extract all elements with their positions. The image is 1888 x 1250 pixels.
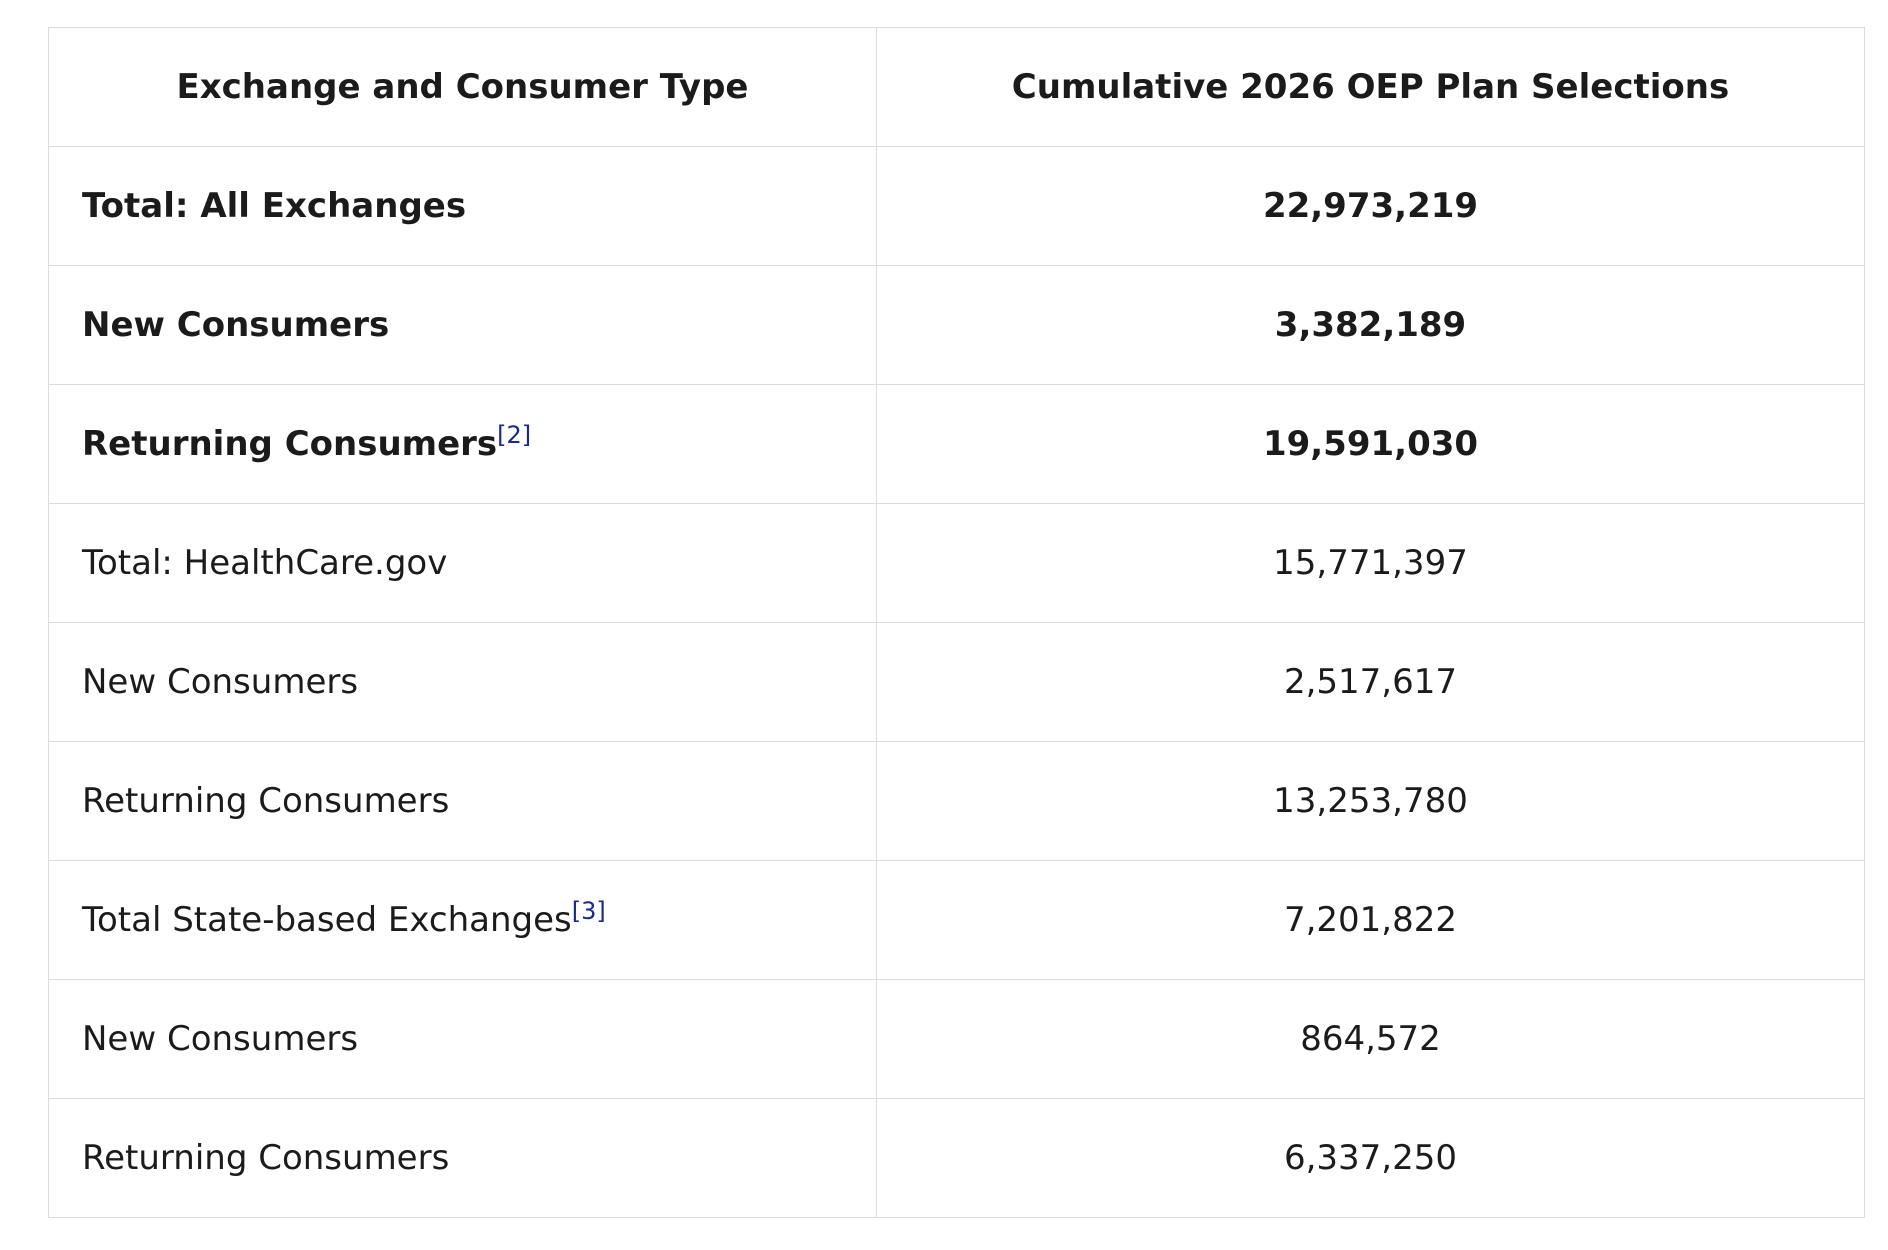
header-row: Exchange and Consumer Type Cumulative 20…: [48, 27, 1865, 147]
table-row: Total: All Exchanges 22,973,219: [48, 146, 1865, 266]
row-label: Total: HealthCare.gov: [82, 543, 448, 583]
value-cell: 864,572: [876, 979, 1865, 1099]
row-label: New Consumers: [82, 662, 359, 702]
label-cell: New Consumers: [48, 979, 877, 1099]
label-cell: Total: HealthCare.gov: [48, 503, 877, 623]
row-label: Total: All Exchanges: [82, 186, 467, 226]
table-header: Exchange and Consumer Type Cumulative 20…: [48, 27, 1865, 147]
value-cell: 7,201,822: [876, 860, 1865, 980]
label-cell: Total: All Exchanges: [48, 146, 877, 266]
row-label: New Consumers: [82, 1019, 359, 1059]
table-row: Returning Consumers 6,337,250: [48, 1098, 1865, 1218]
label-cell: New Consumers: [48, 265, 877, 385]
label-cell: Returning Consumers: [48, 741, 877, 861]
row-label: Total State-based Exchanges: [82, 900, 572, 940]
table-row: Total: HealthCare.gov 15,771,397: [48, 503, 1865, 623]
footnote-link[interactable]: [3]: [571, 897, 606, 925]
value-cell: 22,973,219: [876, 146, 1865, 266]
value-cell: 13,253,780: [876, 741, 1865, 861]
label-cell: Returning Consumers: [48, 1098, 877, 1218]
row-label: Returning Consumers: [82, 1138, 450, 1178]
value-cell: 3,382,189: [876, 265, 1865, 385]
plan-selections-table: Exchange and Consumer Type Cumulative 20…: [48, 27, 1865, 1218]
header-cell: Cumulative 2026 OEP Plan Selections: [876, 27, 1865, 147]
row-label: Returning Consumers: [82, 781, 450, 821]
value-cell: 15,771,397: [876, 503, 1865, 623]
row-label: Returning Consumers: [82, 424, 498, 464]
table-row: New Consumers 3,382,189: [48, 265, 1865, 385]
label-cell: Returning Consumers[2]: [48, 384, 877, 504]
table-body: Total: All Exchanges 22,973,219 New Consum…: [48, 146, 1865, 1218]
table-row: Returning Consumers 13,253,780: [48, 741, 1865, 861]
footnote-link[interactable]: [2]: [497, 421, 532, 449]
header-cell: Exchange and Consumer Type: [48, 27, 877, 147]
table-row: New Consumers 864,572: [48, 979, 1865, 1099]
value-cell: 2,517,617: [876, 622, 1865, 742]
value-cell: 6,337,250: [876, 1098, 1865, 1218]
table-row: Returning Consumers[2] 19,591,030: [48, 384, 1865, 504]
label-cell: Total State-based Exchanges[3]: [48, 860, 877, 980]
label-cell: New Consumers: [48, 622, 877, 742]
row-label: New Consumers: [82, 305, 390, 345]
value-cell: 19,591,030: [876, 384, 1865, 504]
table-row: New Consumers 2,517,617: [48, 622, 1865, 742]
table-row: Total State-based Exchanges[3] 7,201,822: [48, 860, 1865, 980]
